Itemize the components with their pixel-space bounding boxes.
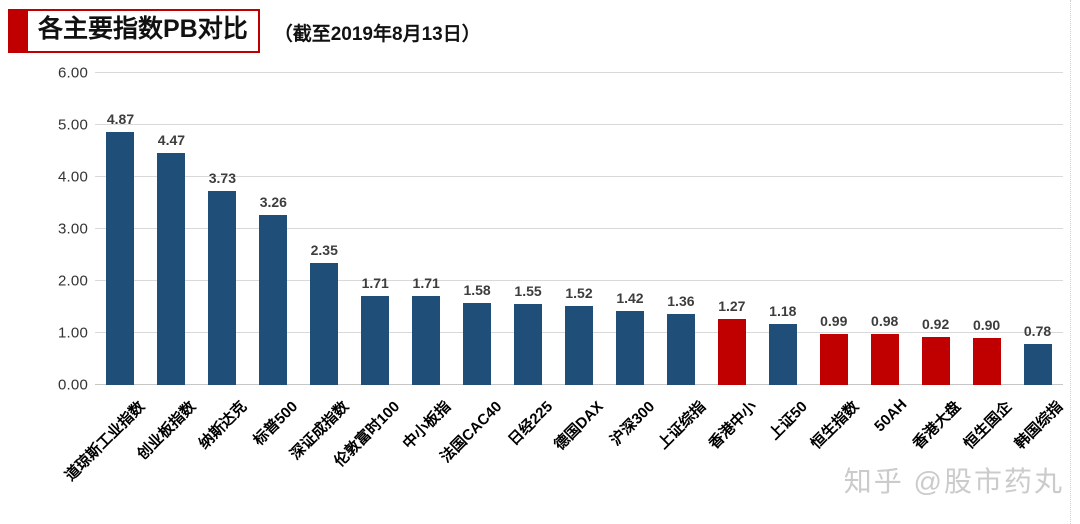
gridline [95,280,1063,281]
gridline [95,124,1063,125]
bar-value-label: 1.52 [565,284,593,301]
x-axis-label: 50AH [871,396,911,436]
bar [514,304,543,385]
bar [615,311,644,385]
bar [208,191,237,385]
bar-value-label: 1.55 [514,283,542,300]
bar [921,337,950,385]
y-axis-tick-label: 0.00 [58,376,88,394]
bar-value-label: 0.92 [922,316,950,333]
y-axis-tick-label: 6.00 [58,64,88,82]
bar [870,334,899,385]
page-title: 各主要指数PB对比 [26,9,260,53]
bar-value-label: 1.36 [667,293,695,310]
y-axis-tick-label: 5.00 [58,116,88,134]
watermark: 知乎 @股市药丸 [843,466,1064,497]
y-axis-tick-label: 1.00 [58,324,88,342]
bar-value-label: 4.87 [106,110,135,127]
plot-area: 4.87 4.47 3.73 3.26 2.35 1.71 1.71 1.58 1.55 1.52… [95,72,1063,385]
bar-value-label: 3.26 [259,194,287,211]
gridline [95,228,1063,229]
bar [157,152,186,385]
bar [310,262,339,385]
x-axis-label: 恒生指数 [807,398,862,453]
bar [768,323,797,385]
y-axis-tick-label: 2.00 [58,272,88,290]
x-axis-label: 香港中小 [705,398,760,453]
bar [717,318,746,385]
bar-value-label: 2.35 [310,241,338,258]
bar-value-label: 3.73 [208,170,236,187]
x-axis-label: 上证50 [765,398,811,444]
bar [666,314,695,385]
bar [463,302,492,385]
bar [1023,344,1052,385]
page-edge-line [1070,0,1071,524]
bar-value-label: 0.90 [972,317,1001,334]
x-axis-label: 德国DAX [551,398,608,454]
x-axis-label: 香港大盘 [909,398,964,453]
bar [972,338,1001,385]
bar [259,215,288,385]
title-accent-block [8,9,28,53]
bar-value-label: 4.47 [157,131,186,148]
bar-value-label: 1.18 [769,302,797,319]
x-axis-labels: 道琼斯工业指数 创业板指数 纳斯达克 标普500 深证成指数 伦敦富时100 中小板指 法国C… [62,390,1066,520]
gridline [95,176,1063,177]
chart-header: 各主要指数PB对比 （截至2019年8月13日） [8,9,481,53]
x-axis-label: 恒生国企 [960,398,1015,453]
bar [361,296,390,385]
y-axis: 0.00 1.00 2.00 3.00 4.00 5.00 6.00 [0,65,88,394]
bar [106,131,135,385]
bar-value-label: 0.78 [1023,323,1052,340]
x-axis-label: 日经225 [505,398,557,450]
x-axis-label: 道琼斯工业指数 [62,398,149,485]
bar [565,305,593,385]
y-axis-tick-label: 4.00 [58,168,88,186]
bar-value-label: 1.71 [361,275,389,292]
bar [819,333,848,385]
bar [412,296,441,385]
x-axis-label: 纳斯达克 [196,398,251,453]
bar-value-label: 0.99 [820,312,848,329]
chart-subtitle: （截至2019年8月13日） [273,23,481,45]
x-axis-label: 上证综指 [654,398,710,453]
gridline [95,72,1063,73]
y-axis-tick-label: 3.00 [58,220,88,238]
bar-value-label: 0.98 [871,313,899,330]
bar-value-label: 1.71 [412,275,440,292]
x-axis-label: 韩国综指 [1011,398,1066,453]
x-axis-label: 沪深300 [607,398,659,450]
bar-value-label: 1.42 [616,290,644,307]
bar-value-label: 1.58 [463,281,491,298]
bar-value-label: 1.27 [718,297,746,314]
